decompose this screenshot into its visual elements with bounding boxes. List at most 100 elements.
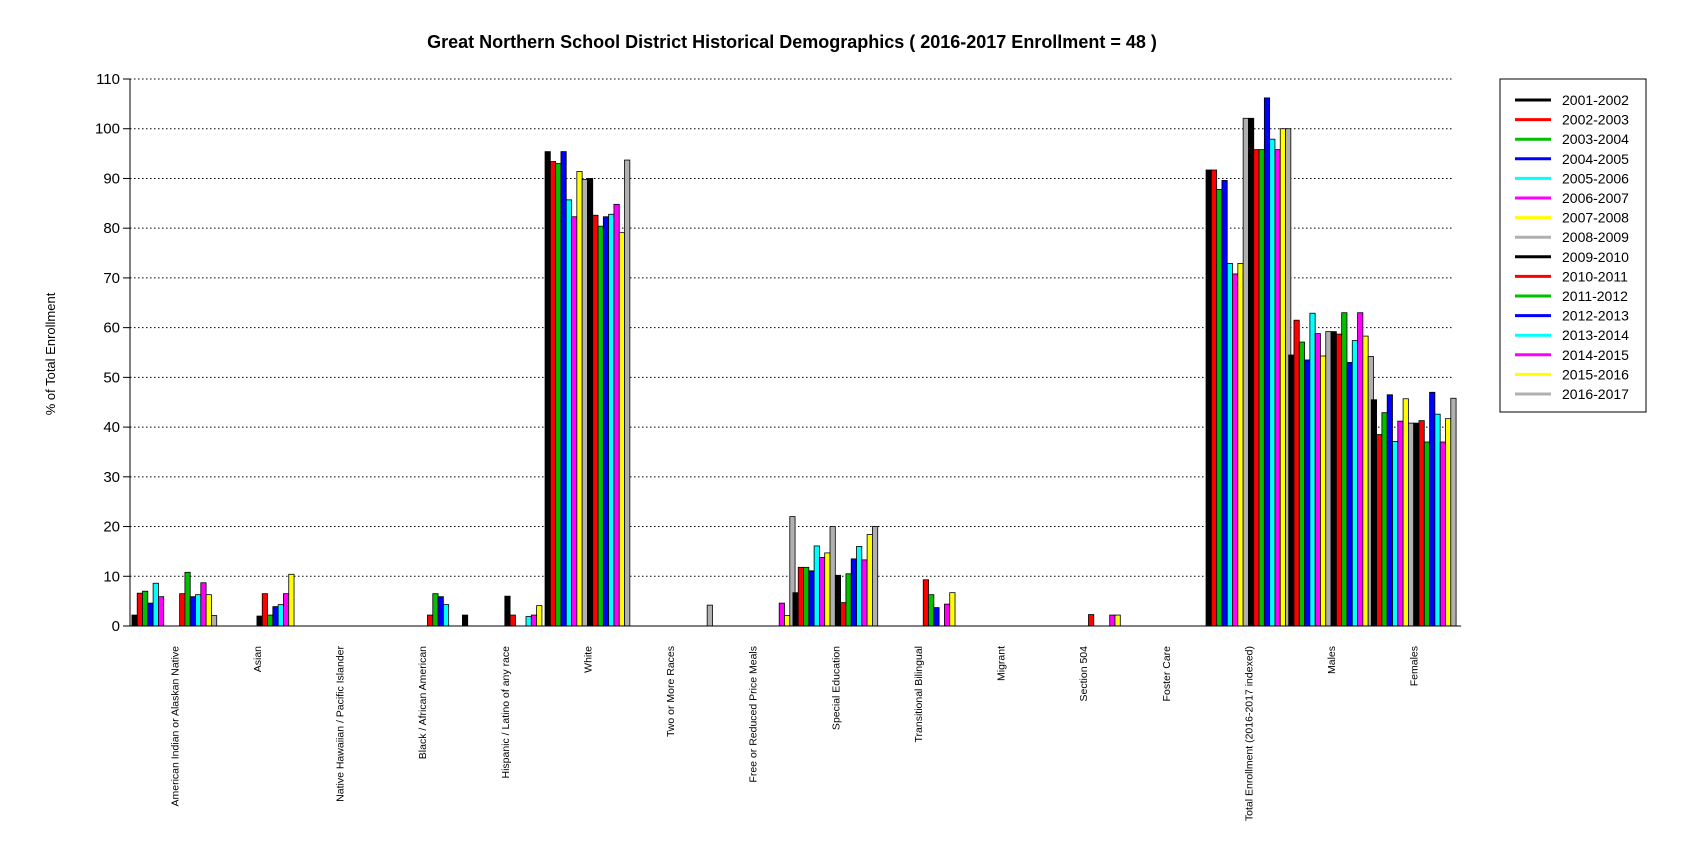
bar	[1445, 418, 1452, 627]
bar	[131, 614, 138, 627]
x-axis-category-labels: American Indian or Alaskan Native Asian Na…	[169, 646, 1420, 822]
bar	[1418, 420, 1425, 627]
legend-label: 2004-2005	[1562, 151, 1629, 167]
bar	[1434, 413, 1441, 627]
bar	[1346, 362, 1353, 627]
legend-label: 2016-2017	[1562, 386, 1629, 402]
bar	[706, 604, 713, 627]
bar	[928, 594, 935, 627]
bar	[179, 593, 186, 627]
legend-label: 2015-2016	[1562, 366, 1629, 382]
bar	[1242, 117, 1249, 627]
bar	[432, 593, 439, 627]
bar	[834, 574, 842, 627]
bar	[1309, 312, 1316, 627]
y-tick-label: 60	[103, 320, 120, 337]
bar	[544, 151, 551, 627]
bar	[792, 592, 799, 627]
y-tick-label: 90	[103, 170, 120, 187]
x-category-label: Native Hawaiian / Pacific Islander	[335, 646, 347, 802]
bar	[845, 573, 852, 627]
bar	[509, 614, 516, 627]
bar	[1320, 355, 1327, 627]
y-tick-label: 30	[103, 469, 120, 486]
bar	[1221, 180, 1228, 627]
bar	[803, 566, 810, 627]
legend-label: 2009-2010	[1562, 249, 1629, 265]
bar	[288, 573, 295, 627]
bar	[565, 199, 572, 627]
bar	[152, 582, 159, 627]
y-tick-label: 70	[103, 270, 120, 287]
y-axis-ticks: 0 10 20 30 40 50 60 70 80 90 100 110	[95, 71, 131, 635]
bar	[1450, 397, 1457, 627]
y-tick-label: 0	[112, 618, 120, 635]
bar	[272, 606, 279, 627]
bar	[856, 546, 863, 627]
bar	[1407, 422, 1415, 627]
y-tick-label: 110	[96, 71, 120, 88]
bar	[1439, 441, 1446, 627]
bar	[797, 566, 804, 627]
bar	[624, 159, 631, 627]
bar	[267, 614, 274, 627]
legend-label: 2010-2011	[1562, 268, 1628, 284]
bar	[829, 526, 836, 627]
x-category-label: Black / African American	[417, 646, 429, 759]
bar	[277, 604, 284, 627]
legend-label: 2013-2014	[1562, 327, 1629, 343]
bar	[1392, 441, 1399, 627]
x-category-label: American Indian or Alaskan Native	[169, 646, 181, 807]
bar	[1210, 169, 1218, 627]
bar	[1413, 422, 1420, 627]
bar	[1381, 412, 1388, 627]
bar	[1298, 341, 1305, 627]
bar	[1114, 614, 1121, 627]
bar	[560, 151, 567, 627]
bar	[1386, 394, 1393, 627]
bar	[1429, 391, 1436, 627]
bar	[142, 590, 149, 627]
bar	[1205, 169, 1212, 627]
bar	[944, 603, 951, 627]
bar	[1279, 128, 1286, 627]
bar	[1325, 331, 1332, 627]
bar	[618, 232, 625, 627]
bar	[592, 214, 599, 627]
bar	[1232, 273, 1239, 627]
legend-label: 2012-2013	[1562, 308, 1629, 324]
x-category-label: Special Education	[830, 646, 842, 730]
y-tick-label: 100	[95, 121, 120, 138]
bar	[136, 592, 143, 627]
bar	[1397, 420, 1404, 627]
bar	[1376, 434, 1383, 627]
x-category-label: Males	[1326, 646, 1338, 674]
bar	[256, 615, 263, 627]
bar	[189, 596, 196, 627]
x-category-label: Section 504	[1078, 646, 1090, 702]
bar	[555, 163, 562, 627]
bar	[1314, 333, 1321, 627]
bar	[1269, 138, 1276, 627]
bar	[1226, 263, 1233, 627]
bar	[1357, 312, 1364, 627]
bar	[1362, 335, 1369, 627]
bar	[813, 545, 820, 627]
bar	[261, 593, 268, 627]
bar	[866, 534, 873, 627]
x-category-label: Transitional Bilingual	[913, 646, 925, 743]
bar	[850, 558, 857, 627]
bar	[1335, 333, 1343, 627]
bar	[205, 594, 212, 627]
x-category-label: Two or More Races	[665, 646, 677, 737]
y-tick-label: 10	[103, 568, 120, 585]
x-category-label: Foster Care	[1161, 646, 1173, 702]
bar	[1341, 312, 1348, 627]
bar	[549, 161, 557, 627]
bar	[1258, 149, 1265, 627]
legend-label: 2011-2012	[1562, 288, 1628, 304]
bar	[442, 604, 450, 627]
x-category-label: Asian	[252, 646, 264, 672]
y-axis-label: % of Total Enrollment	[43, 292, 58, 415]
bar	[1274, 149, 1281, 627]
